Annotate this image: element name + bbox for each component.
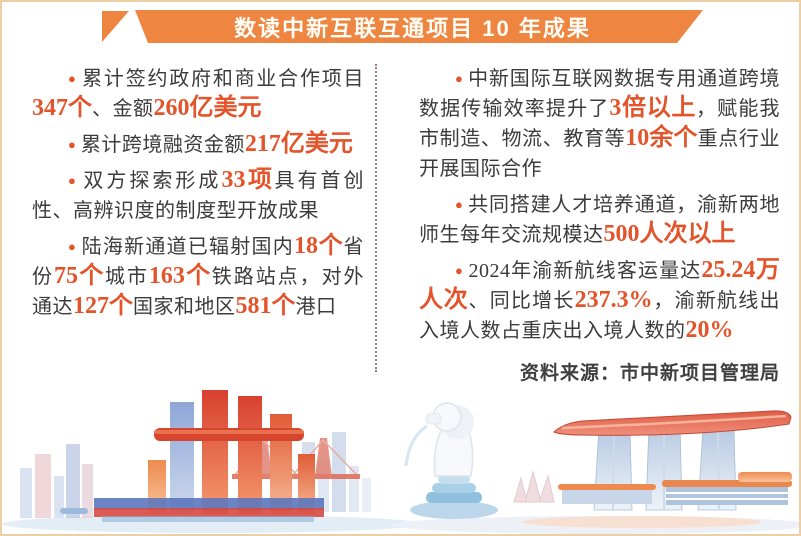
fact-item: ● 中新国际互联网数据专用通道跨境数据传输效率提升了3倍以上，赋能我市制造、物流、… xyxy=(419,64,780,184)
bayfront-pavilions xyxy=(558,472,792,505)
bullet-icon: ● xyxy=(455,71,464,86)
bullet-icon: ● xyxy=(68,173,79,188)
fact-text: 中新国际互联网数据专用通道跨境数据传输效率提升了3倍以上，赋能我市制造、物流、教… xyxy=(419,68,781,180)
cityscape-illustration xyxy=(2,390,799,534)
merlion-icon xyxy=(404,402,498,519)
fact-text: 陆海新通道已辐射国内18个省份75个城市163个铁路站点，对外通达127个国家和… xyxy=(32,233,365,319)
banner-ribbon xyxy=(102,10,703,43)
right-column: ● 中新国际互联网数据专用通道跨境数据传输效率提升了3倍以上，赋能我市制造、物流、… xyxy=(419,64,780,385)
fact-text: 累计签约政府和商业合作项目347个、金额260亿美元 xyxy=(32,68,365,121)
chongqing-skyline xyxy=(20,390,371,522)
banner-accent-triangle xyxy=(102,11,129,42)
page-title: 数读中新互联互通项目 10 年成果 xyxy=(234,15,591,41)
bullet-icon: ● xyxy=(68,71,78,86)
fact-item: ● 累计签约政府和商业合作项目347个、金额260亿美元 xyxy=(32,64,364,124)
bullet-icon: ● xyxy=(68,239,77,254)
data-source-note: 资料来源：市中新项目管理局 xyxy=(519,363,780,384)
fact-item: ● 累计跨境融资金额217亿美元 xyxy=(32,130,364,160)
crystal-skybridge xyxy=(154,428,304,441)
raffles-city-towers xyxy=(148,390,315,514)
bullet-icon: ● xyxy=(455,197,464,212)
artscience-museum-icon xyxy=(513,470,555,503)
fact-item: ● 双方探索形成33项具有首创性、高辨识度的制度型开放成果 xyxy=(32,166,364,226)
fact-item: ● 共同搭建人才培养通道，渝新两地师生每年交流规模达500人次以上 xyxy=(419,190,780,250)
singapore-skyline xyxy=(404,402,792,519)
merlion-water-jet xyxy=(404,424,428,467)
title-banner: 数读中新互联互通项目 10 年成果 xyxy=(102,10,703,43)
podium-wharf xyxy=(60,498,324,522)
fact-text: 双方探索形成33项具有首创性、高辨识度的制度型开放成果 xyxy=(32,167,365,222)
column-divider xyxy=(375,64,377,372)
bullet-icon: ● xyxy=(68,137,76,152)
fact-text: 共同搭建人才培养通道，渝新两地师生每年交流规模达500人次以上 xyxy=(419,194,781,247)
fact-text: 2024年渝新航线客运量达25.24万人次、同比增长237.3%，渝新航线出入境… xyxy=(419,257,781,343)
fact-item: ● 陆海新通道已辐射国内18个省份75个城市163个铁路站点，对外通达127个国家… xyxy=(32,232,364,322)
left-column: ● 累计签约政府和商业合作项目347个、金额260亿美元 ● 累计跨境融资金额217… xyxy=(32,64,364,328)
fact-text: 累计跨境融资金额217亿美元 xyxy=(80,131,353,157)
bullet-icon: ● xyxy=(455,263,464,278)
fact-item: ● 2024年渝新航线客运量达25.24万人次、同比增长237.3%，渝新航线出入… xyxy=(419,256,780,346)
